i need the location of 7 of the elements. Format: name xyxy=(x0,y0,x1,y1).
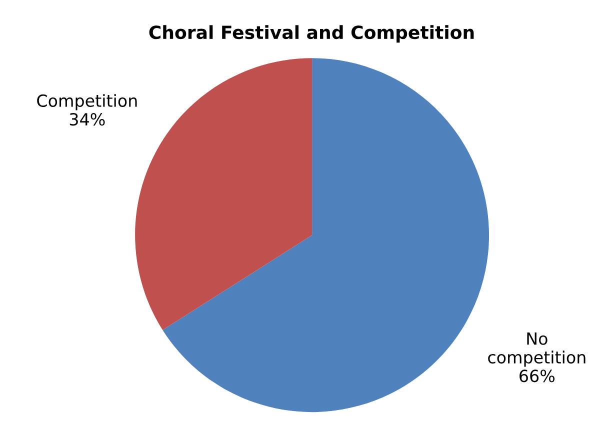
pie-slice xyxy=(135,58,312,330)
pie-slice xyxy=(162,58,490,412)
data-label: 66% xyxy=(520,370,555,382)
slice-label: No competition xyxy=(488,332,586,367)
data-label: 34% xyxy=(70,113,105,126)
slice-label: Competition xyxy=(37,94,137,110)
chart-title: Choral Festival and Competition xyxy=(149,25,474,43)
